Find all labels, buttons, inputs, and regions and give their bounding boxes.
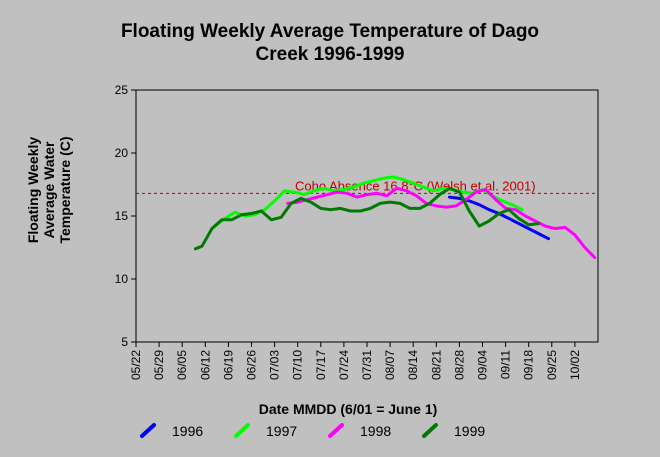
x-tick-label: 07/17: [314, 350, 328, 380]
series-line-1997: [213, 175, 524, 228]
x-axis-title: Date MMDD (6/01 = June 1): [259, 401, 438, 417]
legend-label-1996: 1996: [172, 423, 203, 439]
y-tick-label: 15: [115, 209, 129, 223]
x-tick-label: 08/28: [452, 350, 466, 380]
y-axis-title-line: Temperature (C): [57, 136, 73, 243]
legend: 1996 1997 1998 1999: [140, 423, 485, 439]
x-tick-label: 08/14: [406, 350, 420, 380]
x-tick-label: 05/22: [129, 350, 143, 380]
x-tick-label: 06/12: [198, 350, 212, 380]
x-tick-label: 06/19: [221, 350, 235, 380]
y-axis: 5 10 15 20 25: [115, 83, 136, 349]
x-tick-label: 05/29: [152, 350, 166, 380]
series-line-1999: [193, 186, 541, 251]
x-tick-label: 07/10: [291, 350, 305, 380]
series-line-1998: [286, 186, 597, 260]
legend-label-1999: 1999: [454, 423, 485, 439]
x-tick-label: 09/25: [545, 350, 559, 380]
y-tick-label: 20: [115, 146, 129, 160]
x-tick-label: 09/18: [522, 350, 536, 380]
x-tick-label: 06/05: [175, 350, 189, 380]
chart-title-line: Floating Weekly Average Temperature of D…: [121, 21, 539, 42]
x-tick-label: 08/21: [429, 350, 443, 380]
legend-label-1998: 1998: [360, 423, 391, 439]
chart-title-line: Creek 1996-1999: [256, 44, 405, 65]
x-tick-label: 06/26: [245, 350, 259, 380]
x-tick-label: 07/24: [337, 350, 351, 380]
x-tick-label: 09/04: [476, 350, 490, 380]
x-tick-label: 08/07: [383, 350, 397, 380]
series-lines: [193, 175, 597, 260]
legend-swatch-1998: [328, 423, 344, 438]
y-tick-label: 5: [121, 335, 128, 349]
legend-swatch-1996: [140, 423, 156, 438]
reference-line-label: Coho Absence 16.8°C (Welsh et al. 2001): [295, 178, 536, 193]
x-tick-label: 09/11: [499, 350, 513, 379]
legend-swatch-1997: [234, 423, 250, 438]
x-tick-label: 10/02: [568, 350, 582, 380]
svg-text:Floating WeeklyAverage WaterTe: Floating WeeklyAverage WaterTemperature …: [25, 136, 73, 243]
y-tick-label: 25: [115, 83, 129, 97]
legend-label-1997: 1997: [266, 423, 297, 439]
plot-area: [135, 89, 599, 343]
chart-title: Floating Weekly Average Temperature of D…: [121, 21, 539, 65]
x-tick-label: 07/31: [360, 350, 374, 380]
legend-swatch-1999: [422, 423, 438, 438]
y-tick-label: 10: [115, 272, 129, 286]
y-axis-title: Floating WeeklyAverage WaterTemperature …: [25, 136, 73, 243]
x-tick-label: 07/03: [268, 350, 282, 380]
y-axis-title-line: Average Water: [41, 141, 57, 239]
y-axis-title-line: Floating Weekly: [25, 137, 41, 244]
x-axis: 05/22 05/29 06/05 06/12 06/19 06/26 07/03 07/10…: [129, 342, 582, 380]
